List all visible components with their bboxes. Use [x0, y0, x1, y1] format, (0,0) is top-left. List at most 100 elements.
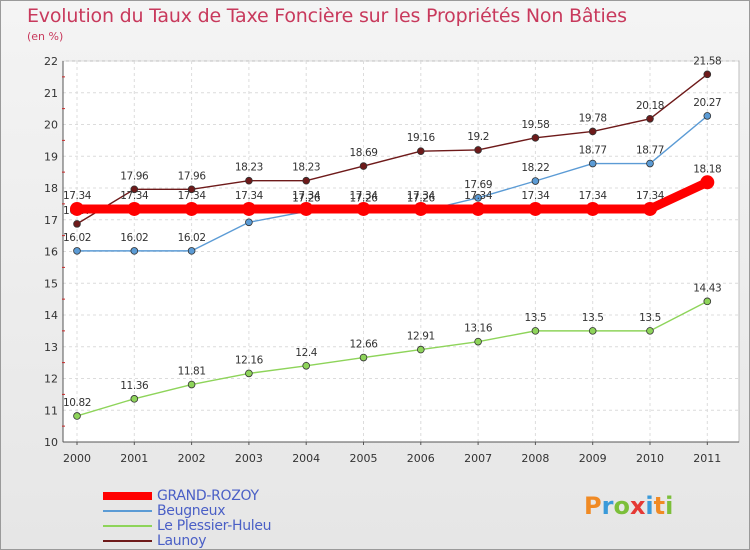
chart-title: Evolution du Taux de Taxe Foncière sur l… [27, 5, 627, 27]
data-point [531, 177, 540, 185]
y-tick-label: 22 [44, 55, 58, 68]
data-point [245, 369, 253, 378]
data-label: 21.58 [693, 55, 721, 67]
data-label: 18.77 [579, 145, 607, 157]
series-grand-rozoy: 17.34 17.34 17.34 17.34 17.34 17.34 17.34 17.34… [63, 163, 722, 216]
data-label: 17.34 [120, 190, 149, 202]
data-label: 17.34 [521, 190, 550, 202]
data-point [356, 201, 371, 216]
x-tick-label: 2003 [235, 452, 263, 465]
data-label: 12.16 [235, 354, 264, 366]
series-le-plessier-huleu: 10.82 11.36 11.81 12.16 12.4 12.66 12.91 13.16 1… [63, 282, 722, 420]
legend-label: Le Plessier-Huleu [157, 517, 272, 534]
data-label: 10.82 [63, 397, 91, 409]
data-label: 16.02 [63, 232, 91, 244]
data-label: 18.22 [521, 162, 549, 174]
data-label: 12.91 [407, 331, 435, 343]
data-point [302, 176, 311, 185]
data-label: 13.5 [525, 312, 547, 324]
data-label: 17.26 [292, 192, 321, 204]
data-label: 14.43 [693, 282, 721, 294]
x-tick-label: 2005 [350, 452, 378, 465]
data-point [646, 114, 654, 123]
data-point [73, 247, 81, 255]
data-label: 16.02 [178, 232, 206, 244]
legend-item: Beugneux [103, 503, 271, 518]
data-point [416, 147, 425, 155]
data-label: 17.34 [235, 190, 264, 202]
y-tick-label: 18 [44, 182, 58, 195]
data-label: 17.26 [349, 192, 378, 204]
data-label: 18.69 [349, 147, 377, 159]
data-label: 17.34 [407, 190, 436, 202]
data-point [588, 159, 597, 168]
series-line [76, 73, 708, 225]
data-point [70, 201, 84, 216]
data-label: 19.78 [579, 112, 607, 124]
data-point [531, 327, 540, 335]
data-label: 17.34 [579, 190, 608, 202]
legend-swatch [103, 524, 152, 527]
series-line [72, 177, 712, 214]
y-tick-label: 20 [44, 119, 58, 132]
data-label: 19.16 [407, 132, 436, 144]
legend: GRAND-ROZOY Beugneux Le Plessier-Huleu Laun… [103, 487, 272, 548]
data-label: 17.26 [407, 192, 436, 204]
series-beugneux: 16.0216.0216.0216.9217.2617.2617.2617.69… [63, 97, 722, 255]
x-tick-label: 2008 [521, 452, 549, 465]
data-point [474, 194, 482, 202]
y-tick-label: 14 [44, 309, 58, 322]
data-point [413, 201, 428, 216]
series-launoy: 16.8717.9617.9618.2318.2318.6919.1619.21… [63, 55, 722, 228]
data-label: 18.23 [235, 162, 263, 174]
data-point [474, 146, 482, 154]
data-point [359, 162, 368, 170]
data-point [643, 201, 657, 216]
data-label: 16.02 [120, 232, 148, 244]
data-label: 13.5 [582, 312, 604, 324]
x-tick-label: 2004 [292, 452, 320, 465]
data-point [359, 353, 368, 362]
data-point [703, 297, 712, 306]
data-point [585, 201, 600, 216]
x-tick-label: 2011 [693, 452, 721, 465]
data-label: 13.16 [464, 323, 493, 335]
data-label: 19.2 [467, 131, 489, 143]
x-tick-label: 2010 [636, 452, 664, 465]
y-tick-label: 21 [44, 87, 58, 100]
data-point [130, 247, 139, 255]
legend-item: Launoy [103, 533, 271, 548]
logo-letter: t [653, 492, 666, 520]
logo-letter: P [584, 492, 602, 520]
y-tick-label: 11 [44, 404, 58, 417]
data-point [588, 127, 597, 136]
legend-label: Beugneux [157, 502, 226, 519]
legend-swatch [103, 539, 152, 542]
y-tick-label: 12 [44, 373, 58, 386]
data-label: 17.69 [464, 179, 492, 191]
data-label: 17.96 [120, 170, 149, 182]
x-tick-label: 2001 [120, 452, 148, 465]
logo-letter: o [613, 492, 630, 520]
data-label: 12.4 [295, 347, 317, 359]
legend-item: Le Plessier-Huleu [103, 517, 272, 534]
data-point [184, 201, 199, 216]
data-point [187, 247, 196, 255]
data-point [73, 220, 81, 228]
data-point [703, 112, 712, 120]
data-label: 17.34 [178, 190, 207, 202]
data-point [127, 201, 142, 216]
data-point [416, 345, 425, 354]
data-point [703, 70, 712, 79]
x-tick-label: 2002 [178, 452, 206, 465]
legend-label: GRAND-ROZOY [157, 487, 259, 504]
data-point [187, 185, 196, 194]
logo-letter: x [629, 492, 646, 520]
data-label: 17.34 [63, 190, 92, 202]
data-label: 11.81 [178, 366, 206, 378]
data-label: 18.23 [292, 162, 320, 174]
data-point [73, 412, 81, 420]
chart-subtitle: (en %) [27, 30, 64, 43]
